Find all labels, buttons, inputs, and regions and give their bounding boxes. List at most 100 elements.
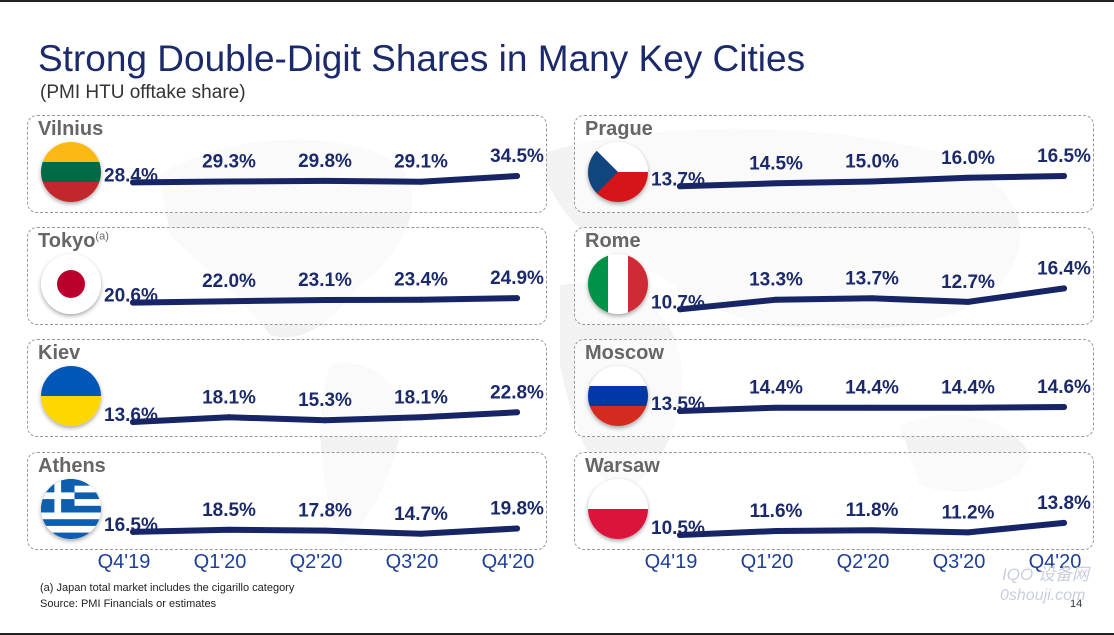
data-label: 14.4% — [941, 378, 995, 399]
data-point — [226, 298, 232, 305]
data-point — [130, 419, 136, 425]
data-label: 13.7% — [845, 268, 899, 289]
data-label: 10.7% — [651, 292, 705, 313]
x-tick-label: Q4'20 — [1028, 551, 1082, 573]
data-point — [418, 296, 424, 303]
data-label: 10.5% — [651, 518, 705, 539]
city-panel-warsaw: Warsaw 10.5% 11.6% 11.8% 11.2% 13.8% — [574, 452, 1094, 550]
data-point — [130, 299, 136, 306]
data-label: 22.8% — [490, 382, 544, 403]
line-chart-vilnius: 28.4% 29.3% 29.8% 29.1% 34.5% — [104, 146, 544, 186]
data-point — [514, 409, 520, 416]
data-point — [869, 295, 875, 302]
japan-flag-icon — [41, 254, 101, 314]
footnote-marker: (a) — [95, 230, 109, 243]
data-label: 22.0% — [202, 271, 256, 292]
x-tick-label: Q1'20 — [740, 551, 794, 573]
data-label: 18.1% — [202, 387, 256, 408]
data-point — [514, 173, 520, 179]
line-chart-tokyo: 20.6% 22.0% 23.1% 23.4% 24.9% — [104, 268, 544, 307]
data-label: 15.3% — [298, 390, 352, 411]
page-title: Strong Double-Digit Shares in Many Key C… — [38, 38, 806, 79]
data-label: 16.0% — [941, 148, 995, 169]
data-point — [418, 414, 424, 421]
data-label: 13.3% — [749, 270, 803, 291]
data-label: 23.4% — [394, 270, 448, 291]
data-label: 14.7% — [394, 504, 448, 525]
city-panel-rome: Rome 10.7% 13.3% 13.7% 12.7% 16.4% — [574, 227, 1094, 325]
data-label: 34.5% — [490, 146, 544, 167]
data-point — [773, 404, 779, 411]
data-point — [226, 178, 232, 185]
data-label: 16.5% — [104, 515, 158, 536]
russia-flag-icon — [588, 366, 648, 426]
city-panel-vilnius: Vilnius 28.4% 29.3% 29.8% 29.1% 34.5% — [27, 115, 547, 213]
x-tick-label: Q4'19 — [644, 551, 698, 573]
data-point — [965, 174, 971, 181]
line-chart-athens: 16.5% 18.5% 17.8% 14.7% 19.8% — [104, 499, 544, 537]
bottom-border — [0, 633, 1114, 635]
data-label: 20.6% — [104, 286, 158, 307]
data-point — [677, 408, 683, 414]
page-number: 14 — [1070, 598, 1083, 610]
city-panel-athens: Athens 16.5% 18.5% 17.8% 14.7% 19.8% — [27, 452, 547, 550]
data-point — [869, 527, 875, 534]
line-chart-rome: 10.7% 13.3% 13.7% 12.7% 16.4% — [651, 258, 1091, 313]
line-chart-warsaw: 10.5% 11.6% 11.8% 11.2% 13.8% — [651, 493, 1091, 539]
data-label: 18.5% — [202, 500, 256, 521]
data-label: 15.0% — [845, 152, 899, 173]
x-tick-label: Q4'19 — [97, 551, 151, 573]
line-chart-moscow: 13.5% 14.4% 14.4% 14.4% 14.6% — [651, 377, 1091, 415]
data-label: 14.4% — [749, 378, 803, 399]
data-point — [965, 529, 971, 536]
data-point — [677, 306, 683, 313]
data-point — [965, 404, 971, 411]
data-point — [130, 528, 136, 535]
data-label: 13.8% — [1037, 493, 1091, 514]
x-tick-label: Q4'20 — [481, 551, 535, 573]
data-point — [130, 179, 136, 186]
data-label: 13.5% — [651, 394, 705, 415]
data-point — [226, 414, 232, 421]
data-point — [1061, 285, 1067, 292]
data-label: 29.3% — [202, 152, 256, 173]
data-point — [869, 404, 875, 411]
watermark-url: 0shouji.com — [1000, 587, 1086, 604]
data-point — [869, 178, 875, 185]
data-point — [677, 532, 683, 538]
data-label: 16.5% — [1037, 146, 1091, 167]
x-tick-label: Q3'20 — [932, 551, 986, 573]
data-label: 23.1% — [298, 270, 352, 291]
lithuania-flag-icon — [41, 142, 101, 202]
data-label: 29.1% — [394, 152, 448, 173]
data-label: 12.7% — [941, 272, 995, 293]
data-point — [773, 296, 779, 303]
data-label: 18.1% — [394, 387, 448, 408]
top-border — [0, 0, 1114, 2]
city-label: Vilnius — [38, 118, 104, 140]
data-label: 11.2% — [942, 502, 995, 523]
city-label: Tokyo(a) — [38, 230, 109, 252]
data-point — [965, 298, 971, 305]
city-label: Warsaw — [585, 455, 660, 477]
data-label: 14.5% — [749, 153, 803, 174]
x-tick-label: Q3'20 — [385, 551, 439, 573]
data-label: 28.4% — [104, 165, 158, 186]
city-label: Prague — [585, 118, 653, 140]
data-label: 11.6% — [750, 501, 803, 522]
footnote: (a) Japan total market includes the ciga… — [40, 582, 295, 594]
data-point — [226, 526, 232, 533]
x-tick-label: Q2'20 — [289, 551, 343, 573]
data-point — [514, 525, 520, 532]
data-label: 11.8% — [846, 500, 899, 521]
data-label: 24.9% — [490, 268, 544, 289]
data-point — [773, 528, 779, 534]
line-chart-prague: 13.7% 14.5% 15.0% 16.0% 16.5% — [651, 146, 1091, 190]
city-label: Athens — [38, 455, 106, 477]
city-panel-moscow: Moscow 13.5% 14.4% 14.4% 14.4% 14.6% — [574, 339, 1094, 437]
data-label: 14.4% — [845, 378, 899, 399]
data-point — [514, 295, 520, 302]
x-tick-label: Q1'20 — [193, 551, 247, 573]
data-point — [1061, 519, 1067, 526]
watermark-text: IQO 设备网 — [1002, 565, 1089, 584]
